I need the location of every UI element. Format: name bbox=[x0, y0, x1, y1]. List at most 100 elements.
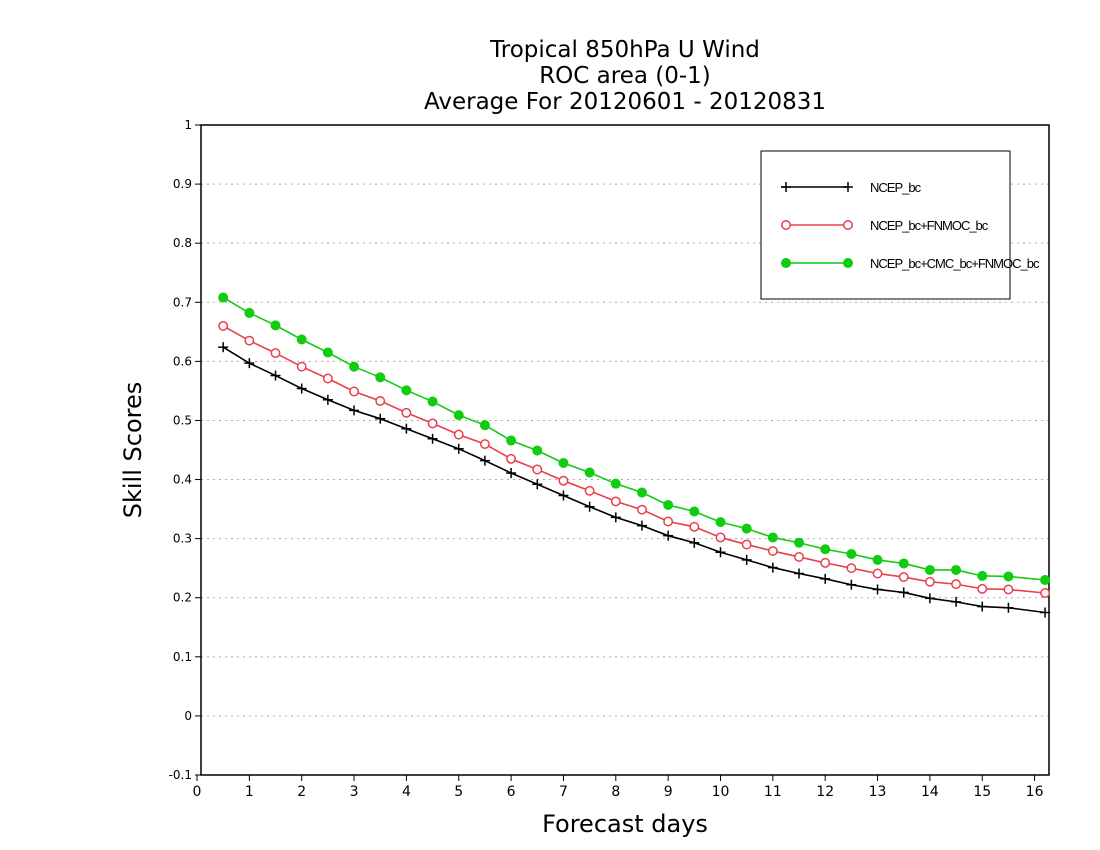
data-point bbox=[584, 501, 595, 512]
data-point bbox=[977, 583, 988, 594]
legend-marker bbox=[781, 182, 791, 192]
data-point bbox=[322, 373, 333, 384]
data-point bbox=[951, 579, 962, 590]
series-2 bbox=[218, 320, 1051, 598]
data-point bbox=[453, 410, 464, 421]
x-tick-label: 1 bbox=[245, 784, 254, 800]
data-point bbox=[375, 413, 386, 424]
legend: NCEP_bc NCEP_bc+FNMOC_bc NCEP_bc+CMC_bc+FN… bbox=[760, 150, 1041, 300]
x-tick-label: 0 bbox=[193, 784, 202, 800]
data-point bbox=[898, 572, 909, 582]
data-point bbox=[401, 423, 412, 434]
chart-title-line-2: ROC area (0-1) bbox=[539, 63, 711, 89]
data-point bbox=[349, 386, 359, 397]
data-point bbox=[820, 573, 831, 584]
data-point bbox=[924, 564, 935, 575]
data-point bbox=[584, 467, 595, 478]
data-point bbox=[872, 554, 883, 565]
data-point bbox=[1040, 588, 1051, 598]
data-point bbox=[977, 570, 988, 581]
data-point bbox=[951, 564, 962, 575]
data-point bbox=[846, 549, 857, 559]
data-point bbox=[610, 478, 621, 489]
data-point bbox=[872, 568, 883, 579]
data-point bbox=[270, 348, 281, 359]
data-point bbox=[715, 532, 726, 543]
y-tick-label: 0.3 bbox=[173, 532, 192, 546]
data-point bbox=[532, 445, 543, 456]
data-point bbox=[767, 532, 778, 543]
data-point bbox=[296, 334, 307, 345]
data-point bbox=[349, 361, 360, 372]
legend-marker bbox=[843, 258, 853, 268]
data-point bbox=[663, 516, 674, 527]
series-3 bbox=[218, 292, 1051, 585]
data-point bbox=[898, 587, 909, 598]
legend-marker bbox=[843, 182, 853, 192]
data-point bbox=[663, 530, 674, 541]
data-point bbox=[506, 435, 517, 446]
data-point bbox=[610, 512, 621, 523]
data-point bbox=[715, 547, 726, 558]
data-point bbox=[689, 506, 700, 517]
data-point bbox=[794, 552, 804, 562]
data-point bbox=[846, 563, 857, 574]
x-tick-label: 11 bbox=[764, 784, 782, 800]
data-point bbox=[558, 458, 569, 468]
x-tick-label: 10 bbox=[712, 784, 730, 800]
data-point bbox=[218, 342, 229, 353]
data-point bbox=[244, 307, 255, 318]
data-point bbox=[479, 420, 490, 431]
legend-item: NCEP_bc+CMC_bc+FNMOC_bc bbox=[781, 256, 1041, 271]
y-tick-label: 0.5 bbox=[173, 413, 192, 427]
y-tick-label: 0.6 bbox=[173, 354, 192, 368]
y-tick-label: 0 bbox=[184, 709, 192, 723]
data-point bbox=[558, 490, 569, 501]
data-point bbox=[375, 396, 386, 406]
data-point bbox=[741, 539, 752, 550]
data-point bbox=[924, 593, 935, 604]
data-point bbox=[898, 558, 909, 569]
x-tick-label: 15 bbox=[973, 784, 991, 800]
data-point bbox=[270, 370, 281, 381]
legend-marker bbox=[781, 220, 791, 230]
data-point bbox=[689, 537, 700, 548]
data-point bbox=[532, 479, 543, 490]
data-point bbox=[401, 407, 412, 418]
data-point bbox=[1003, 571, 1014, 582]
data-point bbox=[1040, 607, 1051, 618]
data-point bbox=[872, 584, 883, 595]
data-point bbox=[1040, 575, 1051, 585]
x-axis: 0 1 2 3 4 5 6 7 8 9 10 11 12 13 14 15 16 bbox=[193, 775, 1044, 800]
data-point bbox=[453, 429, 464, 440]
data-point bbox=[479, 439, 490, 450]
x-tick-label: 9 bbox=[664, 784, 673, 800]
data-point bbox=[820, 544, 831, 555]
y-tick-label: 0.1 bbox=[173, 650, 192, 664]
legend-marker bbox=[843, 220, 853, 230]
y-tick-label: 0.7 bbox=[173, 295, 192, 309]
data-point bbox=[218, 292, 229, 303]
data-point bbox=[977, 601, 988, 612]
data-point bbox=[244, 335, 255, 346]
data-point bbox=[794, 537, 805, 548]
x-tick-label: 12 bbox=[816, 784, 834, 800]
data-point bbox=[296, 383, 307, 394]
x-tick-label: 4 bbox=[402, 784, 411, 800]
y-tick-label: 1 bbox=[184, 118, 192, 132]
data-point bbox=[479, 455, 490, 466]
x-tick-label: 8 bbox=[611, 784, 620, 800]
legend-marker bbox=[781, 258, 791, 268]
x-tick-label: 5 bbox=[454, 784, 463, 800]
data-point bbox=[741, 523, 752, 534]
y-tick-label: 0.2 bbox=[173, 591, 192, 605]
plot-frame bbox=[200, 124, 1050, 776]
data-point bbox=[924, 576, 935, 587]
data-point bbox=[244, 358, 255, 369]
data-point bbox=[610, 496, 621, 507]
data-point bbox=[558, 475, 569, 486]
x-axis-label: Forecast days bbox=[542, 810, 708, 838]
data-point bbox=[427, 418, 438, 429]
legend-item: NCEP_bc bbox=[781, 180, 923, 195]
